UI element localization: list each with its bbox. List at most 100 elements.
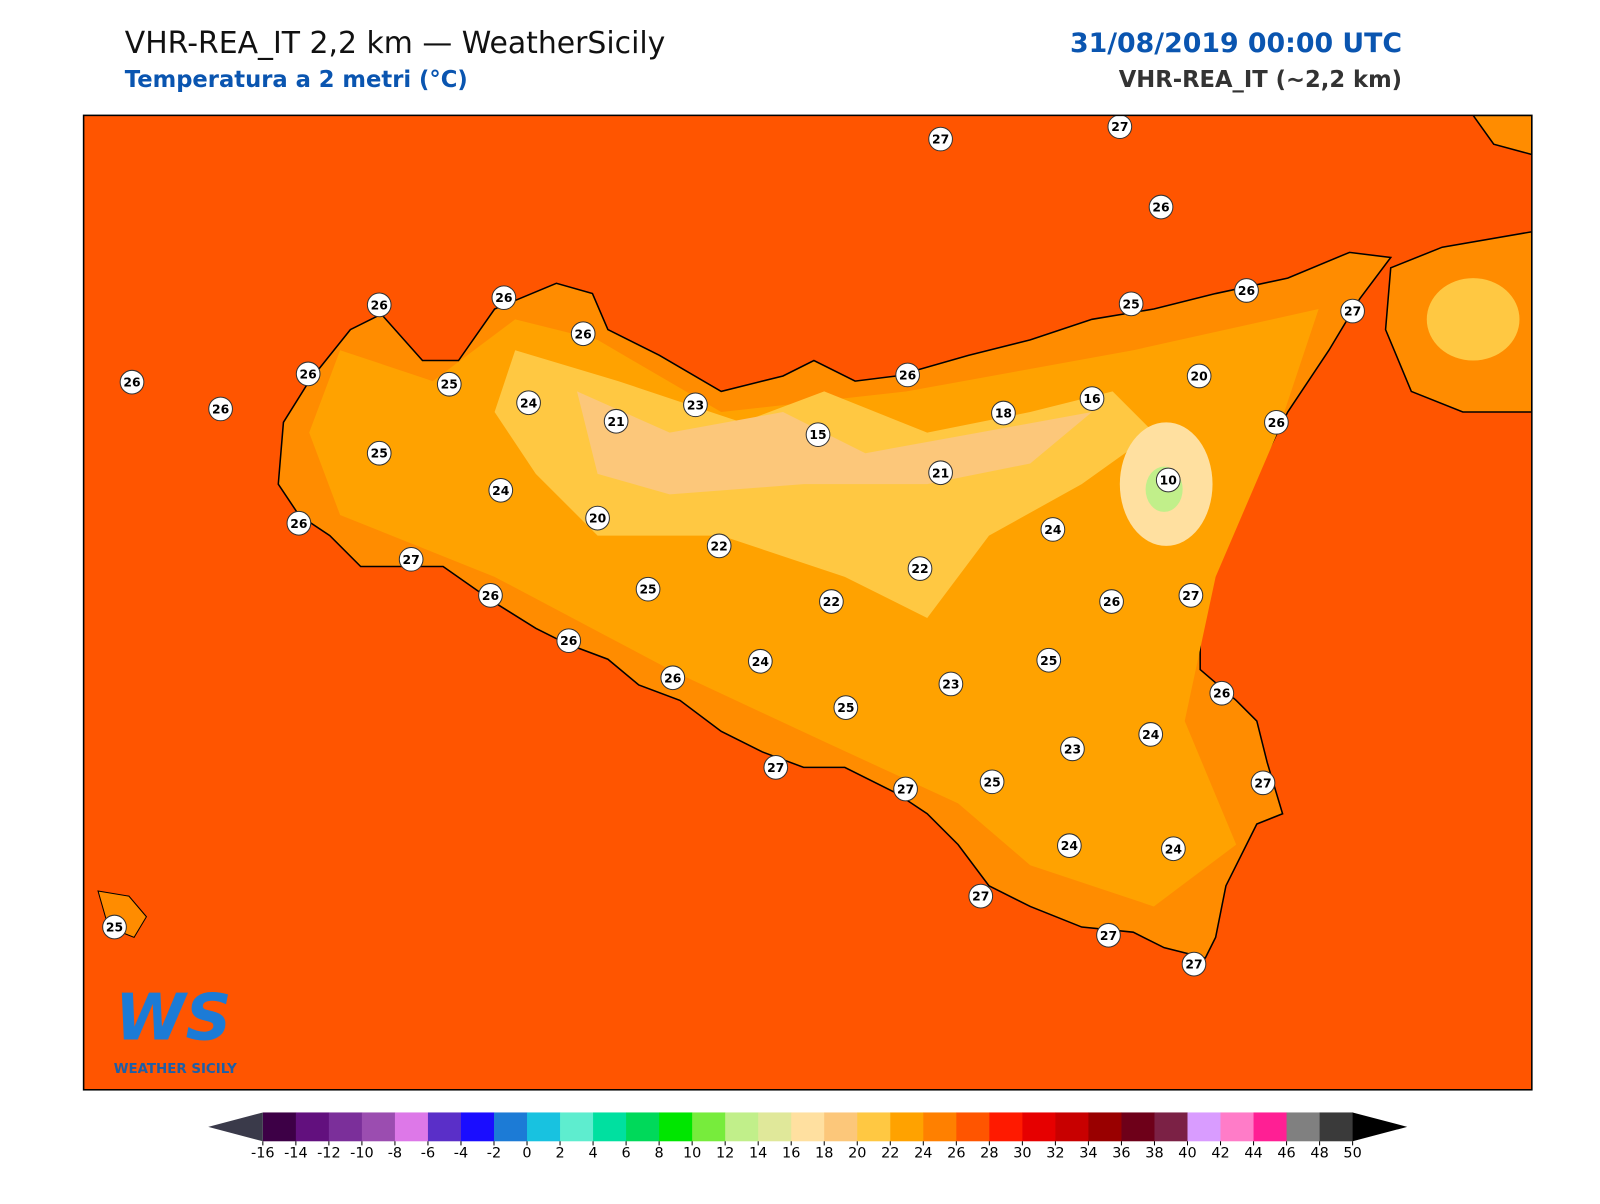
- station: [660, 665, 686, 691]
- station-label: 24: [1044, 523, 1062, 537]
- station: [1040, 517, 1066, 542]
- colorbar-segment: [890, 1112, 924, 1142]
- station-label: 25: [371, 447, 388, 461]
- station-label: 21: [608, 415, 625, 429]
- colorbar-tick-label: -14: [284, 1146, 308, 1162]
- colorbar-segment: [1253, 1112, 1288, 1142]
- station-label: 26: [300, 367, 317, 381]
- station: [991, 400, 1016, 426]
- station: [102, 914, 127, 940]
- station: [1234, 278, 1259, 303]
- subtitle: Temperatura a 2 metri (°C): [125, 67, 468, 93]
- station-label: 10: [1160, 474, 1178, 488]
- station: [1118, 291, 1144, 317]
- colorbar-segment: [394, 1112, 429, 1142]
- station-label: 25: [441, 378, 458, 392]
- station: [1209, 680, 1235, 706]
- station-label: 24: [520, 396, 538, 410]
- colorbar-tick-label: 48: [1310, 1146, 1328, 1162]
- colorbar-segment: [1187, 1112, 1222, 1142]
- station: [1340, 298, 1365, 324]
- station: [895, 362, 920, 388]
- station: [436, 371, 462, 397]
- station-label: 18: [995, 407, 1012, 421]
- station-label: 22: [711, 539, 728, 553]
- map: 27 27 26 26 26 26 25 26 27 26 26 25 26 24 21 23 26 18 16 20…: [83, 115, 1532, 1090]
- station-label: 16: [1083, 392, 1100, 406]
- station: [938, 671, 964, 697]
- station: [833, 695, 859, 720]
- station-label: 27: [1254, 776, 1271, 790]
- colorbar-segment: [1088, 1112, 1122, 1142]
- colorbar-tick-label: -8: [388, 1146, 402, 1162]
- station-label: 27: [897, 783, 914, 797]
- station-label: 27: [1182, 589, 1199, 603]
- colorbar-segment: [1121, 1112, 1155, 1142]
- colorbar-tick-label: -16: [251, 1146, 275, 1162]
- station: [979, 769, 1005, 795]
- station-label: 25: [1040, 654, 1057, 668]
- map-frame: [82, 114, 1533, 1091]
- station-label: 27: [767, 761, 784, 775]
- station: [478, 583, 503, 608]
- station-label: 27: [1111, 120, 1128, 134]
- colorbar-under: [208, 1112, 263, 1142]
- station: [893, 776, 918, 802]
- colorbar-tick-label: 34: [1079, 1146, 1097, 1162]
- station: [1161, 836, 1186, 862]
- colorbar-segment: [262, 1112, 297, 1142]
- station: [556, 628, 582, 654]
- colorbar-segment: [1319, 1112, 1354, 1142]
- station-label: 26: [664, 671, 681, 685]
- colorbar-segment: [692, 1112, 726, 1142]
- station: [1107, 115, 1133, 140]
- colorbar-segment: [527, 1112, 561, 1142]
- colorbar-tick-label: 36: [1112, 1146, 1130, 1162]
- logo-name: WEATHER SICILY: [114, 1062, 237, 1077]
- station-label: 26: [1103, 595, 1120, 609]
- station: [119, 369, 145, 395]
- colorbar-segment: [460, 1112, 495, 1142]
- station-label: 26: [1268, 416, 1285, 430]
- station-label: 21: [932, 466, 949, 480]
- station-label: 25: [837, 701, 854, 715]
- station: [295, 361, 321, 387]
- colorbar-tick-label: 16: [782, 1146, 800, 1162]
- colorbar-segment: [361, 1112, 396, 1142]
- station-label: 23: [1064, 742, 1081, 756]
- station-label: 26: [482, 589, 499, 603]
- colorbar-tick-label: 20: [848, 1146, 866, 1162]
- colorbar-segment: [824, 1112, 858, 1142]
- station-label: 24: [1165, 842, 1183, 856]
- station: [1155, 467, 1181, 493]
- colorbar-segment: [956, 1112, 990, 1142]
- station: [366, 292, 392, 318]
- colorbar-tick-label: 26: [947, 1146, 965, 1162]
- station-label: 22: [823, 595, 840, 609]
- station-label: 26: [1152, 201, 1169, 215]
- colorbar-segment: [857, 1112, 891, 1142]
- station-label: 26: [1238, 284, 1255, 298]
- station: [1181, 951, 1207, 977]
- station-label: 20: [1191, 369, 1209, 383]
- station: [1138, 722, 1164, 747]
- station-label: 24: [492, 484, 510, 498]
- colorbar-segment: [923, 1112, 957, 1142]
- colorbar-tick-label: -12: [317, 1146, 341, 1162]
- colorbar-tick-label: -6: [421, 1146, 435, 1162]
- station-label: 27: [932, 133, 949, 147]
- colorbar-segment: [791, 1112, 825, 1142]
- colorbar-segment: [1220, 1112, 1255, 1142]
- colorbar-segment: [1022, 1112, 1056, 1142]
- station-label: 26: [495, 291, 512, 305]
- station: [1250, 770, 1276, 796]
- colorbar-segment: [626, 1112, 660, 1142]
- colorbar-segment: [493, 1112, 528, 1142]
- colorbar-segment: [1154, 1112, 1189, 1142]
- station: [928, 460, 953, 486]
- station: [585, 505, 610, 531]
- station-label: 27: [1100, 929, 1117, 943]
- station: [516, 390, 541, 416]
- station: [1264, 409, 1289, 435]
- colorbar-tick-label: 0: [522, 1146, 531, 1162]
